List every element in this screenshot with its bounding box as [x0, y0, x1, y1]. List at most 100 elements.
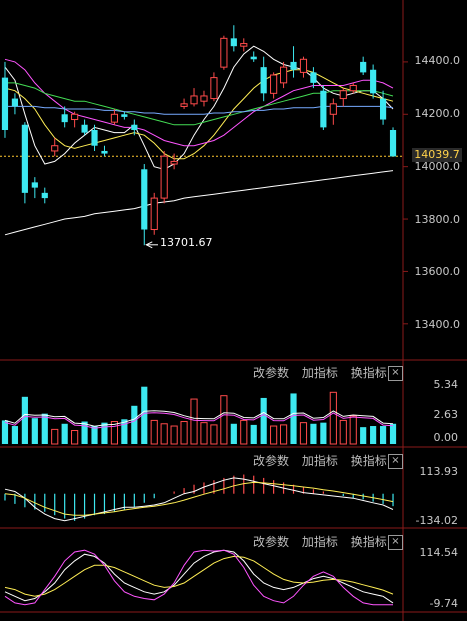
candle-body	[81, 124, 88, 133]
candle-body	[180, 103, 188, 107]
moving-average-line	[5, 105, 394, 115]
volume-bar	[230, 423, 237, 444]
macd-axis-label: -134.02	[415, 514, 458, 527]
candle-body	[370, 69, 377, 94]
moving-average-line	[4, 45, 394, 170]
price-axis-label: 13600.0	[414, 265, 461, 278]
volume-bar	[180, 421, 188, 445]
macd-panel-toolbar: 改参数 加指标 换指标	[253, 452, 396, 469]
candle-body	[101, 150, 108, 154]
volume-bar	[101, 422, 108, 444]
low-price-marker: 13701.67	[160, 236, 213, 249]
volume-bar	[1, 420, 9, 444]
volume-bar	[279, 424, 288, 445]
candle-body	[320, 90, 327, 128]
price-axis-label: 14400.0	[414, 54, 461, 67]
volume-bar	[299, 422, 308, 445]
macd-dif-line	[4, 477, 394, 522]
volume-axis-label: 5.34	[433, 378, 459, 391]
candle-body	[91, 130, 98, 146]
candle-body	[290, 61, 297, 70]
candle-body	[200, 95, 208, 102]
volume-bar	[389, 423, 397, 444]
candle-body	[170, 160, 178, 165]
candle-body	[21, 124, 28, 193]
kdj-k-line	[4, 549, 394, 604]
kdj-axis-label: -9.74	[429, 597, 458, 610]
moving-average-line	[4, 69, 394, 160]
candle-body	[31, 182, 38, 188]
volume-ma-line	[4, 412, 394, 429]
candle-body	[110, 113, 119, 123]
modify-params-button[interactable]: 改参数	[253, 454, 290, 468]
price-axis-label: 14000.0	[414, 160, 461, 173]
volume-bar	[31, 418, 38, 444]
volume-bar	[240, 419, 248, 445]
volume-bar	[121, 419, 128, 444]
volume-bar	[61, 423, 68, 444]
volume-bar	[370, 426, 377, 444]
switch-indicator-button[interactable]: 换指标	[350, 366, 387, 380]
switch-indicator-button[interactable]: 换指标	[350, 454, 387, 468]
volume-bar	[141, 386, 148, 444]
candle-body	[240, 43, 248, 47]
candle-body	[279, 66, 288, 84]
volume-bar	[270, 425, 278, 445]
candle-body	[360, 61, 367, 73]
candle-body	[190, 95, 198, 105]
low-marker-arrowhead	[145, 241, 153, 249]
close-panel-button[interactable]: ×	[388, 535, 403, 550]
volume-bar	[210, 424, 218, 445]
price-axis-label: 13800.0	[414, 213, 461, 226]
kdj-axis-label: 114.54	[419, 546, 459, 559]
macd-axis-label: 113.93	[419, 465, 459, 478]
price-axis-label: 13400.0	[414, 318, 461, 331]
close-panel-button[interactable]: ×	[388, 366, 403, 381]
candle-body	[141, 169, 148, 230]
volume-bar	[250, 424, 257, 444]
volume-bar	[220, 395, 228, 445]
candle-body	[389, 130, 397, 157]
add-indicator-button[interactable]: 加指标	[301, 366, 338, 380]
macd-dea-line	[4, 481, 394, 516]
add-indicator-button[interactable]: 加指标	[301, 535, 338, 549]
last-price-tag: 14039.7	[412, 148, 462, 162]
candle-body	[339, 90, 347, 100]
kdj-panel-toolbar: 改参数 加指标 换指标	[253, 533, 396, 550]
candle-body	[260, 67, 267, 94]
volume-panel-toolbar: 改参数 加指标 换指标	[253, 364, 396, 381]
close-panel-button[interactable]: ×	[388, 454, 403, 469]
candle-body	[379, 98, 387, 120]
candle-body	[310, 72, 317, 83]
candle-body	[329, 103, 337, 115]
volume-bar	[349, 415, 357, 445]
candle-body	[121, 114, 128, 117]
volume-bar	[71, 430, 79, 445]
volume-bar	[339, 419, 347, 445]
volume-bar	[160, 423, 168, 445]
volume-ma-line	[4, 410, 394, 427]
kdj-d-line	[4, 555, 394, 597]
candle-body	[11, 98, 19, 107]
volume-bar	[21, 396, 28, 444]
volume-bar	[310, 423, 317, 444]
kdj-j-line	[4, 549, 393, 606]
moving-average-line	[4, 58, 394, 147]
volume-bar	[110, 421, 119, 445]
volume-bar	[41, 413, 48, 444]
moving-average-line	[4, 170, 394, 236]
switch-indicator-button[interactable]: 换指标	[350, 535, 387, 549]
modify-params-button[interactable]: 改参数	[253, 535, 290, 549]
modify-params-button[interactable]: 改参数	[253, 366, 290, 380]
volume-bar	[170, 425, 178, 445]
volume-bar	[320, 422, 327, 444]
volume-bar	[91, 426, 98, 444]
candle-body	[220, 37, 228, 68]
candle-body	[71, 113, 79, 121]
add-indicator-button[interactable]: 加指标	[301, 454, 338, 468]
volume-bar	[200, 422, 208, 445]
volume-bar	[260, 397, 267, 444]
volume-bar	[290, 393, 297, 444]
volume-bar	[329, 391, 337, 445]
